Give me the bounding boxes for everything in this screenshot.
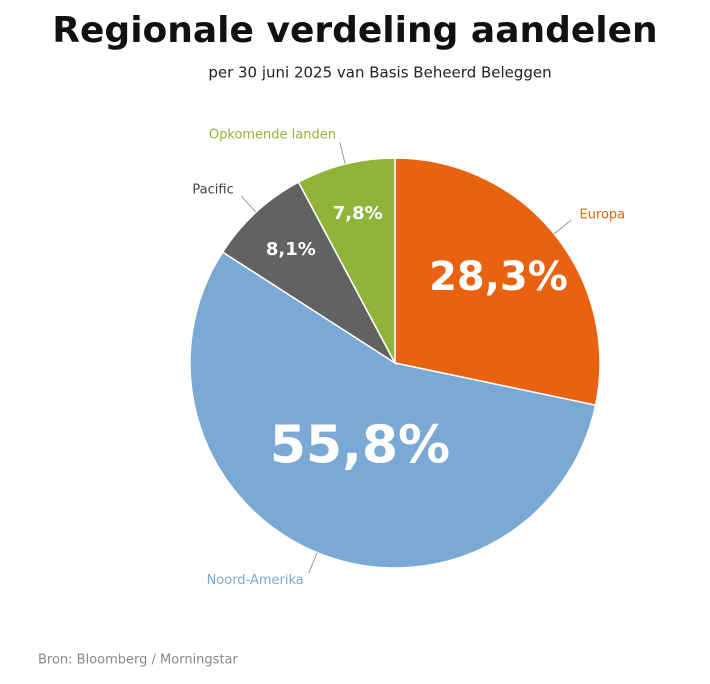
chart-subtitle: per 30 juni 2025 van Basis Beheerd Beleg… <box>208 64 551 82</box>
leader-line <box>308 552 318 574</box>
value-label: 28,3% <box>429 254 568 300</box>
category-label: Noord-Amerika <box>207 573 304 588</box>
category-label: Europa <box>579 207 625 222</box>
source: Bron: Bloomberg / Morningstar <box>38 653 239 668</box>
category-label: Opkomende landen <box>209 128 336 143</box>
chart-title: Regionale verdeling aandelen <box>52 10 657 51</box>
value-label: 55,8% <box>270 415 450 475</box>
pie-slice <box>394 157 601 407</box>
value-label: 8,1% <box>266 239 316 260</box>
pie-slice <box>221 181 398 366</box>
value-label: 7,8% <box>333 203 383 224</box>
pie-slice <box>297 157 396 364</box>
leader-line <box>339 142 346 165</box>
category-label: Pacific <box>192 183 233 198</box>
leader-line <box>240 195 257 213</box>
leader-line <box>553 219 572 235</box>
pie-slice <box>189 251 597 569</box>
